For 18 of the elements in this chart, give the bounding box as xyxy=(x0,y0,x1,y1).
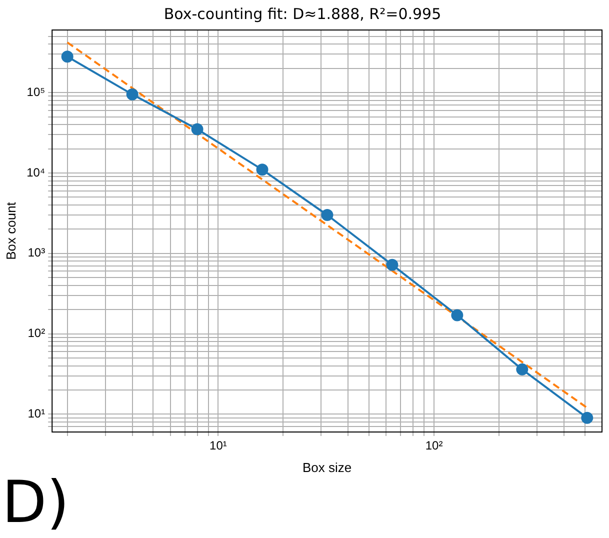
point xyxy=(516,363,528,376)
y-axis-title: Box count xyxy=(3,202,18,260)
point xyxy=(126,88,138,100)
text: D) xyxy=(2,468,70,536)
x-axis-title: Box size xyxy=(302,460,352,475)
y-tick-label: 10² xyxy=(28,326,46,340)
y-tick-label: 10⁵ xyxy=(26,84,46,99)
chart-title: Box-counting fit: D≈1.888, R²=0.995 xyxy=(164,4,442,23)
y-tick-label: 10³ xyxy=(28,246,46,260)
point xyxy=(191,123,204,136)
point xyxy=(581,412,594,424)
point xyxy=(256,164,268,176)
point xyxy=(61,50,74,63)
y-tick-label: 10¹ xyxy=(28,406,46,420)
y-tick-label: 10⁴ xyxy=(26,165,46,180)
point xyxy=(451,309,464,322)
point xyxy=(386,258,398,271)
point xyxy=(321,209,334,222)
